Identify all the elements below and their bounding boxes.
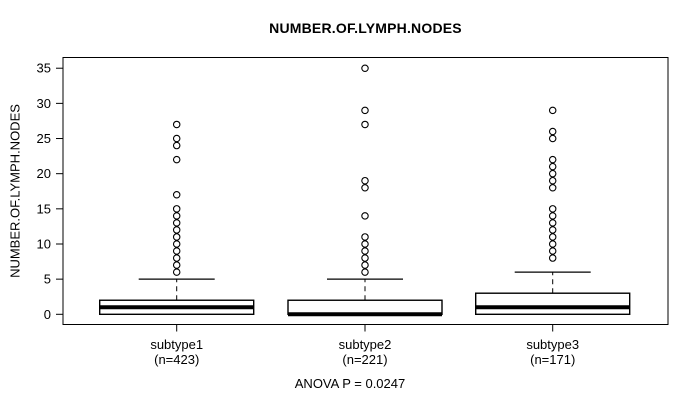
y-tick-label: 15 <box>37 201 51 216</box>
outlier-point <box>172 134 181 143</box>
outlier-point <box>172 155 181 164</box>
outlier-point <box>361 268 369 276</box>
iqr-box <box>287 299 443 316</box>
outlier-point <box>361 247 369 255</box>
outlier-point <box>172 247 181 255</box>
y-tick-label: 0 <box>44 307 51 322</box>
y-tick-label: 25 <box>37 131 51 146</box>
outlier-point <box>548 219 557 227</box>
outlier-point <box>548 176 557 185</box>
anova-p-annotation: ANOVA P = 0.0247 <box>294 376 406 391</box>
outlier-point <box>172 226 181 234</box>
outlier-point <box>172 141 181 150</box>
outlier-point <box>361 120 369 129</box>
group-label: subtype3 <box>526 337 579 352</box>
outlier-point <box>361 240 369 248</box>
outlier-point <box>548 240 557 248</box>
outlier-point <box>548 247 557 255</box>
outlier-point <box>548 169 557 178</box>
iqr-box <box>475 292 631 316</box>
outlier-point <box>361 212 369 220</box>
y-tick-label: 5 <box>44 272 51 287</box>
y-tick-label: 35 <box>37 61 51 76</box>
outlier-point <box>548 134 557 143</box>
outlier-point <box>361 254 369 262</box>
outlier-point <box>548 183 557 192</box>
y-tick-label: 10 <box>37 236 51 251</box>
outlier-point <box>361 261 369 269</box>
outlier-point <box>172 233 181 241</box>
outlier-point <box>548 162 557 171</box>
outlier-point <box>172 212 181 220</box>
outlier-point <box>172 191 181 199</box>
outlier-point <box>548 205 557 213</box>
outlier-point <box>361 64 369 72</box>
outlier-point <box>172 240 181 248</box>
group-label: subtype1 <box>150 337 203 352</box>
group-count-label: (n=221) <box>342 352 387 367</box>
y-tick-label: 20 <box>37 166 51 181</box>
outlier-point <box>172 268 181 276</box>
group-count-label: (n=171) <box>530 352 575 367</box>
outlier-point <box>548 106 557 115</box>
outlier-point <box>361 233 369 241</box>
outlier-point <box>548 212 557 220</box>
outlier-point <box>361 176 369 185</box>
outlier-point <box>548 127 557 136</box>
outlier-point <box>548 233 557 241</box>
outlier-point <box>548 226 557 234</box>
chart-title: NUMBER.OF.LYMPH.NODES <box>269 20 462 36</box>
outlier-point <box>172 254 181 262</box>
outlier-point <box>361 106 369 115</box>
outlier-point <box>172 261 181 269</box>
y-tick-label: 30 <box>37 96 51 111</box>
outlier-point <box>548 155 557 164</box>
outlier-point <box>361 183 369 192</box>
outlier-point <box>172 219 181 227</box>
outlier-point <box>548 254 557 262</box>
group-label: subtype2 <box>339 337 392 352</box>
group-count-label: (n=423) <box>154 352 199 367</box>
outlier-point <box>172 120 181 129</box>
outlier-point <box>172 205 181 213</box>
